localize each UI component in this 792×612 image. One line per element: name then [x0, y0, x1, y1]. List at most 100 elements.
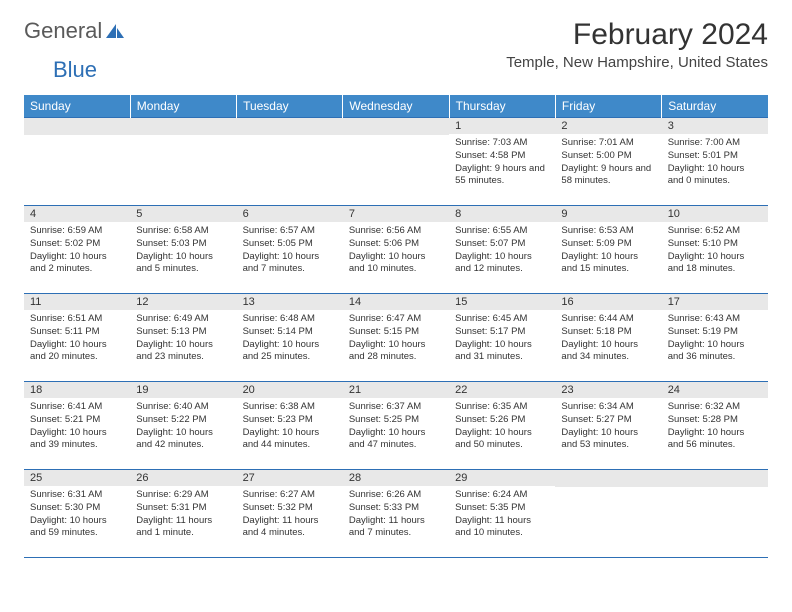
brand-part1: General [24, 18, 102, 44]
day-number: 28 [343, 470, 449, 486]
day-data: Sunrise: 6:48 AMSunset: 5:14 PMDaylight:… [237, 310, 343, 368]
day-data: Sunrise: 6:43 AMSunset: 5:19 PMDaylight:… [662, 310, 768, 368]
day-data: Sunrise: 6:40 AMSunset: 5:22 PMDaylight:… [130, 398, 236, 456]
calendar-body: 1Sunrise: 7:03 AMSunset: 4:58 PMDaylight… [24, 118, 768, 558]
calendar-day-cell: 25Sunrise: 6:31 AMSunset: 5:30 PMDayligh… [24, 470, 130, 558]
day-number: 19 [130, 382, 236, 398]
calendar-day-cell: 10Sunrise: 6:52 AMSunset: 5:10 PMDayligh… [662, 206, 768, 294]
weekday-header: Sunday [24, 95, 130, 118]
day-number: 26 [130, 470, 236, 486]
calendar-day-cell: 1Sunrise: 7:03 AMSunset: 4:58 PMDaylight… [449, 118, 555, 206]
day-data: Sunrise: 6:58 AMSunset: 5:03 PMDaylight:… [130, 222, 236, 280]
brand-part2: Blue [53, 57, 97, 82]
day-data: Sunrise: 6:29 AMSunset: 5:31 PMDaylight:… [130, 486, 236, 544]
day-number: 11 [24, 294, 130, 310]
calendar-day-cell: 2Sunrise: 7:01 AMSunset: 5:00 PMDaylight… [555, 118, 661, 206]
day-data: Sunrise: 6:56 AMSunset: 5:06 PMDaylight:… [343, 222, 449, 280]
calendar-day-cell: 14Sunrise: 6:47 AMSunset: 5:15 PMDayligh… [343, 294, 449, 382]
calendar-day-cell: 13Sunrise: 6:48 AMSunset: 5:14 PMDayligh… [237, 294, 343, 382]
day-number: 21 [343, 382, 449, 398]
day-data: Sunrise: 6:32 AMSunset: 5:28 PMDaylight:… [662, 398, 768, 456]
day-number [237, 118, 343, 135]
weekday-header: Friday [555, 95, 661, 118]
day-number: 20 [237, 382, 343, 398]
calendar-day-cell: 7Sunrise: 6:56 AMSunset: 5:06 PMDaylight… [343, 206, 449, 294]
day-number [343, 118, 449, 135]
day-data: Sunrise: 6:41 AMSunset: 5:21 PMDaylight:… [24, 398, 130, 456]
calendar-day-cell: 5Sunrise: 6:58 AMSunset: 5:03 PMDaylight… [130, 206, 236, 294]
day-number: 23 [555, 382, 661, 398]
day-number [555, 470, 661, 487]
day-number: 9 [555, 206, 661, 222]
day-number: 7 [343, 206, 449, 222]
calendar-week-row: 1Sunrise: 7:03 AMSunset: 4:58 PMDaylight… [24, 118, 768, 206]
day-data: Sunrise: 6:31 AMSunset: 5:30 PMDaylight:… [24, 486, 130, 544]
calendar-day-cell: 4Sunrise: 6:59 AMSunset: 5:02 PMDaylight… [24, 206, 130, 294]
day-number: 6 [237, 206, 343, 222]
weekday-header: Saturday [662, 95, 768, 118]
brand-logo: General [24, 18, 128, 44]
weekday-header-row: Sunday Monday Tuesday Wednesday Thursday… [24, 95, 768, 118]
day-number: 5 [130, 206, 236, 222]
calendar-week-row: 4Sunrise: 6:59 AMSunset: 5:02 PMDaylight… [24, 206, 768, 294]
calendar-day-cell [237, 118, 343, 206]
calendar-week-row: 18Sunrise: 6:41 AMSunset: 5:21 PMDayligh… [24, 382, 768, 470]
day-data: Sunrise: 6:57 AMSunset: 5:05 PMDaylight:… [237, 222, 343, 280]
calendar-day-cell: 21Sunrise: 6:37 AMSunset: 5:25 PMDayligh… [343, 382, 449, 470]
weekday-header: Wednesday [343, 95, 449, 118]
calendar-day-cell: 17Sunrise: 6:43 AMSunset: 5:19 PMDayligh… [662, 294, 768, 382]
day-number: 17 [662, 294, 768, 310]
calendar-day-cell: 11Sunrise: 6:51 AMSunset: 5:11 PMDayligh… [24, 294, 130, 382]
day-number: 16 [555, 294, 661, 310]
day-data: Sunrise: 7:01 AMSunset: 5:00 PMDaylight:… [555, 134, 661, 192]
day-number: 10 [662, 206, 768, 222]
day-number: 25 [24, 470, 130, 486]
day-number [662, 470, 768, 487]
calendar-day-cell: 19Sunrise: 6:40 AMSunset: 5:22 PMDayligh… [130, 382, 236, 470]
sail-icon [104, 22, 126, 40]
day-data: Sunrise: 6:34 AMSunset: 5:27 PMDaylight:… [555, 398, 661, 456]
day-number: 2 [555, 118, 661, 134]
day-data: Sunrise: 7:00 AMSunset: 5:01 PMDaylight:… [662, 134, 768, 192]
calendar-week-row: 11Sunrise: 6:51 AMSunset: 5:11 PMDayligh… [24, 294, 768, 382]
calendar-table: Sunday Monday Tuesday Wednesday Thursday… [24, 95, 768, 558]
calendar-day-cell: 9Sunrise: 6:53 AMSunset: 5:09 PMDaylight… [555, 206, 661, 294]
weekday-header: Tuesday [237, 95, 343, 118]
day-data: Sunrise: 6:51 AMSunset: 5:11 PMDaylight:… [24, 310, 130, 368]
day-data: Sunrise: 6:45 AMSunset: 5:17 PMDaylight:… [449, 310, 555, 368]
calendar-day-cell: 3Sunrise: 7:00 AMSunset: 5:01 PMDaylight… [662, 118, 768, 206]
day-number: 15 [449, 294, 555, 310]
day-data: Sunrise: 6:52 AMSunset: 5:10 PMDaylight:… [662, 222, 768, 280]
calendar-day-cell: 26Sunrise: 6:29 AMSunset: 5:31 PMDayligh… [130, 470, 236, 558]
day-number: 1 [449, 118, 555, 134]
day-number: 27 [237, 470, 343, 486]
calendar-day-cell [343, 118, 449, 206]
calendar-day-cell: 27Sunrise: 6:27 AMSunset: 5:32 PMDayligh… [237, 470, 343, 558]
calendar-week-row: 25Sunrise: 6:31 AMSunset: 5:30 PMDayligh… [24, 470, 768, 558]
calendar-day-cell: 24Sunrise: 6:32 AMSunset: 5:28 PMDayligh… [662, 382, 768, 470]
day-data: Sunrise: 6:37 AMSunset: 5:25 PMDaylight:… [343, 398, 449, 456]
day-data: Sunrise: 6:53 AMSunset: 5:09 PMDaylight:… [555, 222, 661, 280]
day-data: Sunrise: 6:35 AMSunset: 5:26 PMDaylight:… [449, 398, 555, 456]
calendar-day-cell: 29Sunrise: 6:24 AMSunset: 5:35 PMDayligh… [449, 470, 555, 558]
day-number: 18 [24, 382, 130, 398]
calendar-day-cell: 20Sunrise: 6:38 AMSunset: 5:23 PMDayligh… [237, 382, 343, 470]
day-number: 24 [662, 382, 768, 398]
day-number: 12 [130, 294, 236, 310]
day-data: Sunrise: 6:24 AMSunset: 5:35 PMDaylight:… [449, 486, 555, 544]
calendar-day-cell [662, 470, 768, 558]
calendar-day-cell [555, 470, 661, 558]
day-data: Sunrise: 6:47 AMSunset: 5:15 PMDaylight:… [343, 310, 449, 368]
day-number: 3 [662, 118, 768, 134]
calendar-day-cell: 15Sunrise: 6:45 AMSunset: 5:17 PMDayligh… [449, 294, 555, 382]
month-title: February 2024 [506, 18, 768, 52]
calendar-day-cell [24, 118, 130, 206]
day-data: Sunrise: 6:59 AMSunset: 5:02 PMDaylight:… [24, 222, 130, 280]
day-number: 29 [449, 470, 555, 486]
day-number [130, 118, 236, 135]
calendar-day-cell: 12Sunrise: 6:49 AMSunset: 5:13 PMDayligh… [130, 294, 236, 382]
calendar-day-cell: 28Sunrise: 6:26 AMSunset: 5:33 PMDayligh… [343, 470, 449, 558]
calendar-day-cell: 23Sunrise: 6:34 AMSunset: 5:27 PMDayligh… [555, 382, 661, 470]
calendar-day-cell: 18Sunrise: 6:41 AMSunset: 5:21 PMDayligh… [24, 382, 130, 470]
weekday-header: Monday [130, 95, 236, 118]
